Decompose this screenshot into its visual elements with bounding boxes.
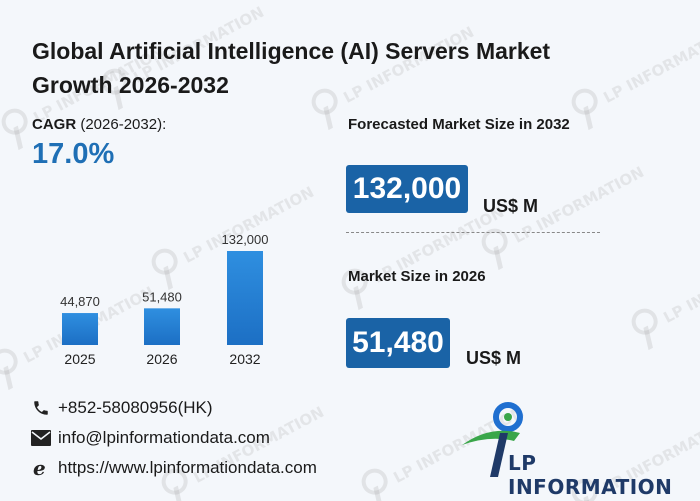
cagr-label: CAGR (2026-2032): <box>32 116 166 133</box>
cagr-value: 17.0% <box>32 138 115 170</box>
watermark-logo-icon <box>620 304 669 355</box>
contact-website: e https://www.lpinformationdata.com <box>30 458 317 478</box>
cagr-label-bold: CAGR <box>32 116 77 133</box>
watermark-logo-icon <box>0 344 29 395</box>
watermark-text: LP INFORMATION <box>660 242 700 327</box>
divider <box>346 232 600 233</box>
bar-2026 <box>144 308 180 345</box>
bar-category-label: 2026 <box>146 351 177 367</box>
bar-category-label: 2025 <box>64 351 95 367</box>
forecast-value-box: 132,000 <box>346 165 468 213</box>
bar-category-label: 2032 <box>229 351 260 367</box>
forecast-unit: US$ M <box>483 196 539 216</box>
market-size-unit: US$ M <box>466 348 522 368</box>
bar-value-label: 132,000 <box>222 232 269 247</box>
bar-chart: 44,870 2025 51,480 2026 132,000 2032 <box>30 220 310 380</box>
bar-value-label: 51,480 <box>142 289 182 304</box>
watermark-logo-icon <box>350 464 399 501</box>
email-text: info@lpinformationdata.com <box>58 428 270 447</box>
brand-logo: LP INFORMATION <box>460 395 675 499</box>
phone-icon <box>30 398 52 418</box>
brand-logo-icon <box>462 402 523 477</box>
bar-value-label: 44,870 <box>60 294 100 309</box>
watermark: LP INFORMATION <box>620 233 700 355</box>
page-title: Global Artificial Intelligence (AI) Serv… <box>32 38 551 98</box>
email-icon <box>30 428 52 448</box>
svg-text:e: e <box>33 458 46 478</box>
contact-email: info@lpinformationdata.com <box>30 428 270 448</box>
phone-text: +852-58080956(HK) <box>58 398 213 417</box>
bar-chart-svg: 44,870 2025 51,480 2026 132,000 2032 <box>60 232 269 367</box>
brand-name: LP INFORMATION <box>508 451 673 499</box>
market-size-label: Market Size in 2026 <box>348 268 486 285</box>
website-text: https://www.lpinformationdata.com <box>58 458 317 477</box>
cagr-label-period: (2026-2032): <box>76 116 167 133</box>
bar-2032 <box>227 251 263 345</box>
forecast-label: Forecasted Market Size in 2032 <box>348 116 570 133</box>
contact-phone: +852-58080956(HK) <box>30 398 213 418</box>
market-size-value-box: 51,480 <box>346 318 450 368</box>
browser-e-icon: e <box>30 458 52 478</box>
bar-2025 <box>62 313 98 345</box>
